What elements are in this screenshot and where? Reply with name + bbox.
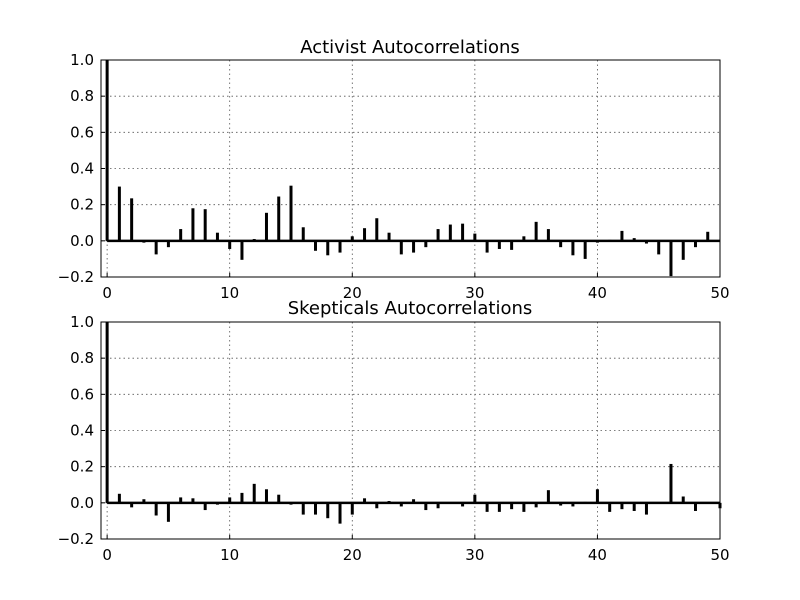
y-tick-label: 0.0 bbox=[70, 494, 94, 512]
plot-frame bbox=[100, 59, 721, 278]
y-tick-label: 0.0 bbox=[70, 232, 94, 250]
y-tick-label: 1.0 bbox=[70, 51, 94, 69]
x-tick-label: 10 bbox=[220, 546, 239, 564]
y-tick-label: 0.2 bbox=[70, 196, 94, 214]
x-tick-label: 10 bbox=[220, 284, 239, 302]
y-tick-label: 0.2 bbox=[70, 458, 94, 476]
x-tick-label: 20 bbox=[343, 284, 362, 302]
x-tick-label: 40 bbox=[588, 284, 607, 302]
activist-autocorrelation-panel: 0 10 20 30 40 50 −0.2 0.0 0.2 0.4 0.6 0.8 1.0 Activis… bbox=[58, 37, 730, 302]
x-tick-label: 50 bbox=[710, 546, 729, 564]
x-tick-label: 30 bbox=[465, 284, 484, 302]
y-tick-label: 0.4 bbox=[70, 422, 94, 440]
skepticals-autocorrelation-panel: 0 10 20 30 40 50 −0.2 0.0 0.2 0.4 0.6 0.8 1.0 Skeptic… bbox=[58, 298, 730, 564]
x-tick-label: 40 bbox=[588, 546, 607, 564]
y-tick-label: 0.8 bbox=[70, 349, 94, 367]
y-tick-label: 0.6 bbox=[70, 385, 94, 403]
y-tick-label: −0.2 bbox=[58, 268, 94, 286]
x-tick-label: 50 bbox=[710, 284, 729, 302]
y-tick-label: 1.0 bbox=[70, 313, 94, 331]
y-tick-label: 0.4 bbox=[70, 160, 94, 178]
x-tick-label: 30 bbox=[465, 546, 484, 564]
y-tick-label: −0.2 bbox=[58, 530, 94, 548]
y-tick-label: 0.6 bbox=[70, 123, 94, 141]
x-tick-label: 0 bbox=[102, 284, 112, 302]
x-tick-label: 20 bbox=[343, 546, 362, 564]
chart-title: Activist Autocorrelations bbox=[300, 37, 520, 58]
x-tick-label: 0 bbox=[102, 546, 112, 564]
y-tick-label: 0.8 bbox=[70, 87, 94, 105]
chart-title: Skepticals Autocorrelations bbox=[288, 298, 533, 319]
plot-frame bbox=[100, 321, 721, 540]
